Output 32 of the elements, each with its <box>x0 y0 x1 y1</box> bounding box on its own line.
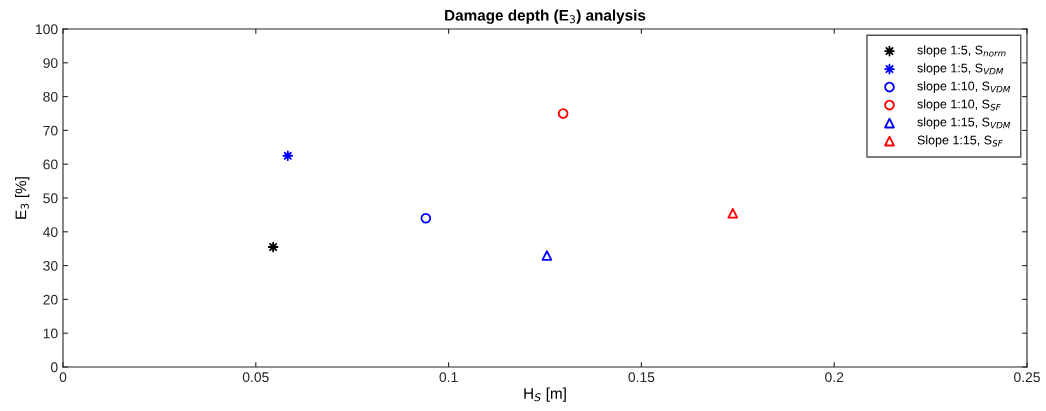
y-tick-label: 50 <box>43 193 58 204</box>
y-tick-label: 90 <box>43 58 58 68</box>
point <box>282 150 294 162</box>
point <box>727 207 739 219</box>
y-tick-label: 30 <box>43 260 58 271</box>
legend-label: slope 1:5, S$_{norm}$ <box>917 45 1006 57</box>
y-tick-label: 20 <box>43 294 58 305</box>
x-tick-label: 0.15 <box>628 372 655 383</box>
y-tick-label: 10 <box>43 328 58 339</box>
legend-label: slope 1:5, S$_{VDM}$ <box>917 63 1004 75</box>
x-tick-label: 0 <box>59 372 67 383</box>
x-tick-label: 0.1 <box>439 372 458 383</box>
y-tick-label: 100 <box>36 24 58 35</box>
legend-label: slope 1:10, S$_{SF}$ <box>917 99 1001 111</box>
y-tick-label: 0 <box>50 362 58 373</box>
x-tick-label: 0.05 <box>242 372 269 383</box>
y-tick-label: 80 <box>43 91 58 102</box>
x-tick-label: 0.2 <box>825 372 844 383</box>
y-axis-title: E$_{3}$ [%] <box>15 177 30 219</box>
point <box>267 241 279 253</box>
chart-title: Damage depth (E$_{3}$) analysis <box>445 9 646 24</box>
point <box>557 108 569 119</box>
x-tick-label: 0.25 <box>1014 372 1040 383</box>
point <box>420 212 432 224</box>
y-tick-label: 70 <box>43 125 58 136</box>
x-axis-title: H$_{S}$ [m] <box>524 387 566 402</box>
legend-label: slope 1:15, S$_{VDM}$ <box>917 117 1011 129</box>
y-tick-label: 60 <box>43 159 58 170</box>
y-tick-label: 40 <box>43 227 58 237</box>
legend-label: Slope 1:15, S$_{SF}$ <box>917 135 1003 147</box>
legend-label: slope 1:10, S$_{VDM}$ <box>917 81 1011 93</box>
point <box>541 250 553 261</box>
